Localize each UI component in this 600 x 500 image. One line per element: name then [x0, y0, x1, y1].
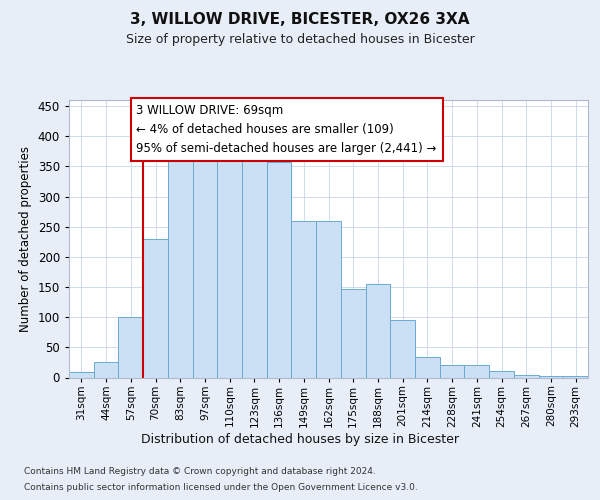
Text: Size of property relative to detached houses in Bicester: Size of property relative to detached ho…	[125, 32, 475, 46]
Bar	[464, 365, 489, 378]
Bar	[341, 289, 365, 378]
Text: 3, WILLOW DRIVE, BICESTER, OX26 3XA: 3, WILLOW DRIVE, BICESTER, OX26 3XA	[130, 12, 470, 28]
Text: 3 WILLOW DRIVE: 69sqm
← 4% of detached houses are smaller (109)
95% of semi-deta: 3 WILLOW DRIVE: 69sqm ← 4% of detached h…	[136, 104, 437, 155]
Text: Distribution of detached houses by size in Bicester: Distribution of detached houses by size …	[141, 432, 459, 446]
Bar	[242, 152, 267, 378]
Bar	[539, 376, 563, 378]
Bar	[514, 375, 539, 378]
Text: Contains public sector information licensed under the Open Government Licence v3: Contains public sector information licen…	[24, 484, 418, 492]
Bar	[69, 372, 94, 378]
Bar	[143, 240, 168, 378]
Bar	[94, 362, 118, 378]
Bar	[316, 220, 341, 378]
Y-axis label: Number of detached properties: Number of detached properties	[19, 146, 32, 332]
Bar	[489, 372, 514, 378]
Bar	[440, 365, 464, 378]
Text: Contains HM Land Registry data © Crown copyright and database right 2024.: Contains HM Land Registry data © Crown c…	[24, 467, 376, 476]
Bar	[168, 158, 193, 378]
Bar	[415, 357, 440, 378]
Bar	[267, 162, 292, 378]
Bar	[292, 220, 316, 378]
Bar	[217, 152, 242, 378]
Bar	[193, 154, 217, 378]
Bar	[390, 320, 415, 378]
Bar	[563, 376, 588, 378]
Bar	[365, 284, 390, 378]
Bar	[118, 317, 143, 378]
